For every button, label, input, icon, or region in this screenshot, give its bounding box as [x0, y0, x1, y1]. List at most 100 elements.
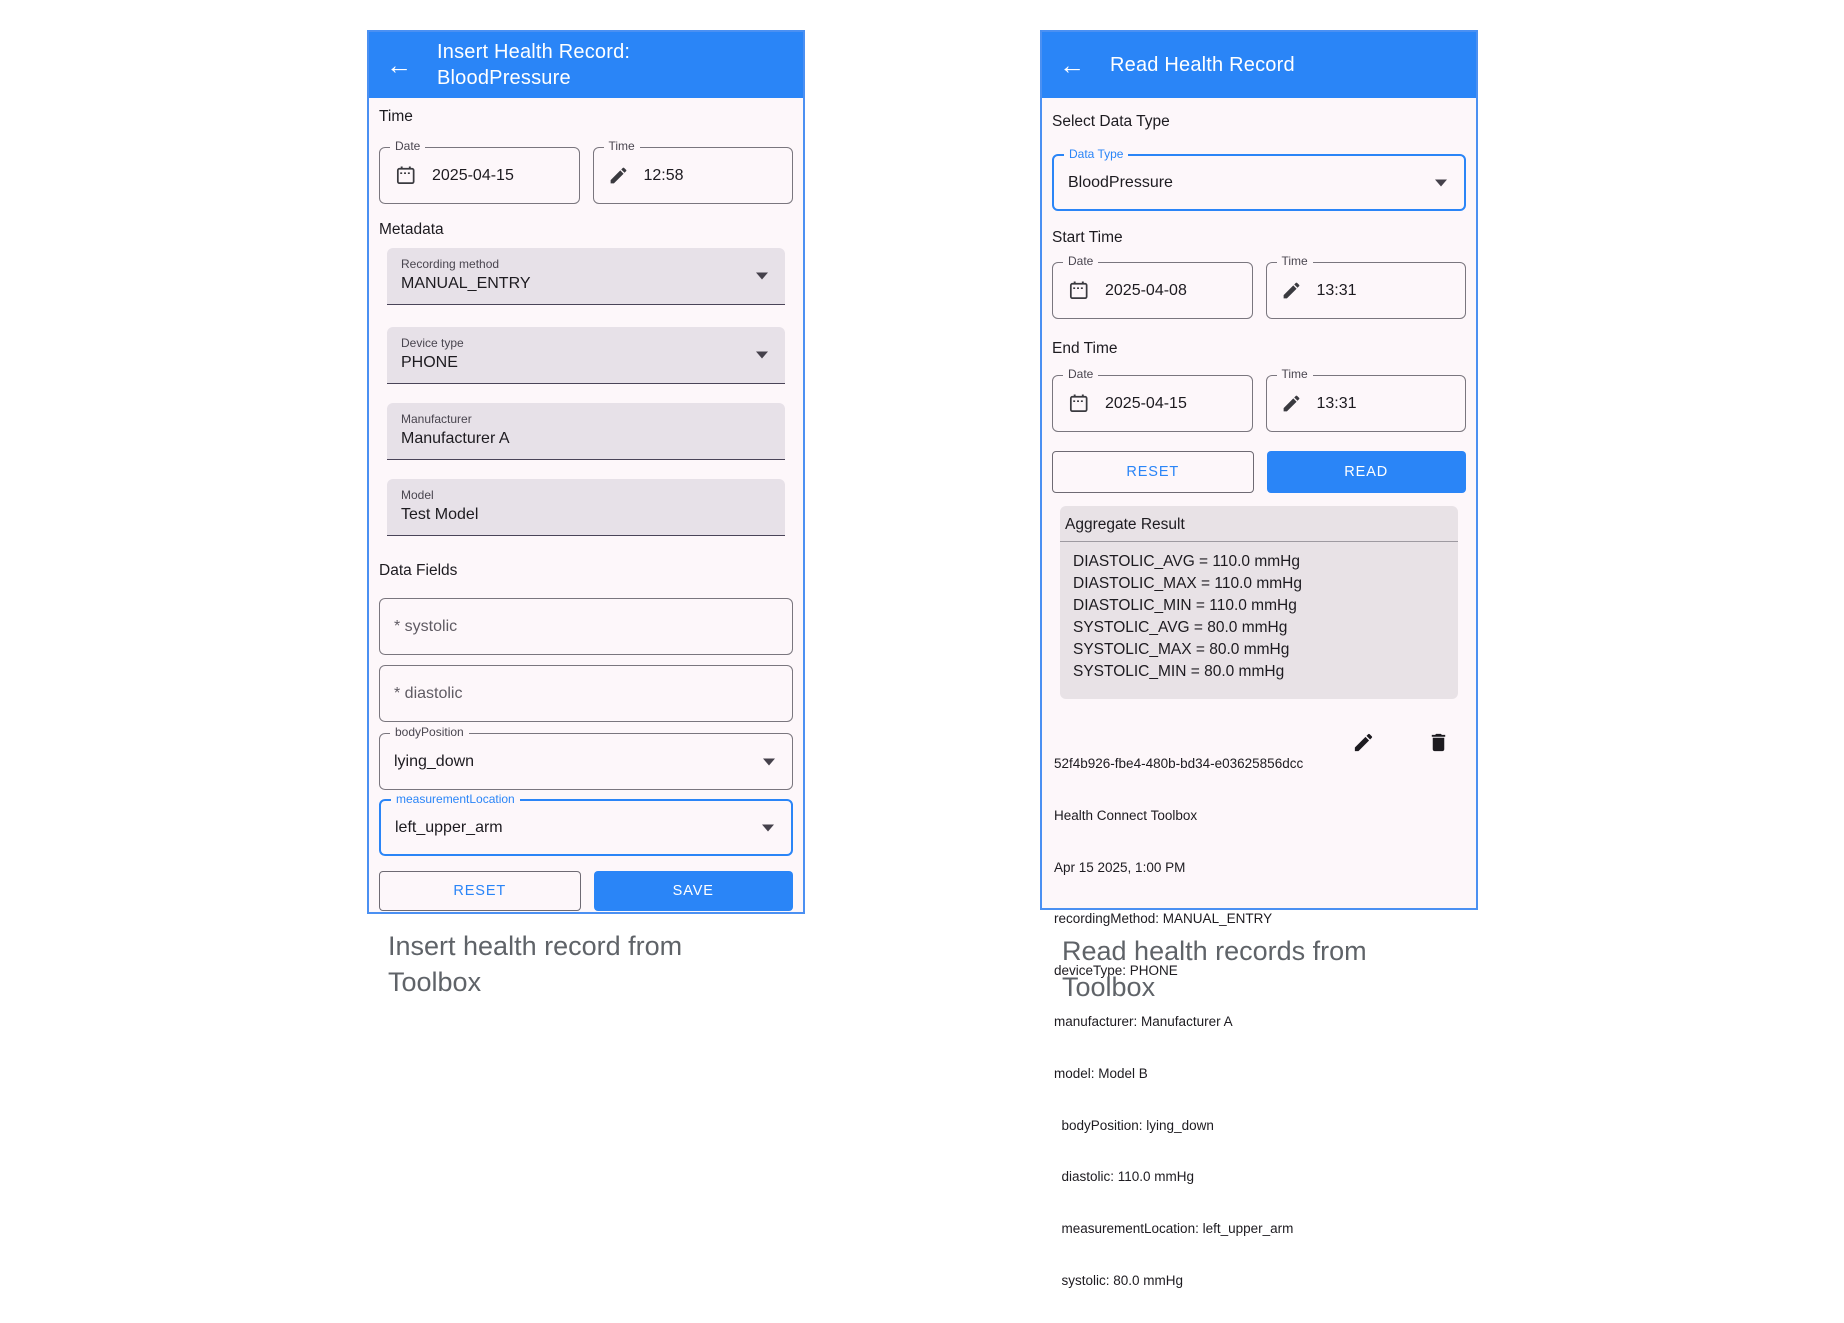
- record-diastolic: diastolic: 110.0 mmHg: [1054, 1169, 1195, 1185]
- start-time-picker-field[interactable]: Time 13:31: [1265, 254, 1466, 319]
- manufacturer-value: Manufacturer A: [401, 430, 510, 447]
- body-position-value: lying_down: [394, 752, 475, 770]
- record-device-type: deviceType: PHONE: [1054, 962, 1178, 978]
- record-measurement-location: measurementLocation: left_upper_arm: [1054, 1220, 1294, 1236]
- page-title: Insert Health Record: BloodPressure: [437, 39, 630, 91]
- end-date-picker-field[interactable]: Date 2025-04-15: [1052, 367, 1253, 432]
- insert-app-bar: ← Insert Health Record: BloodPressure: [369, 32, 803, 98]
- chevron-down-icon: [1435, 179, 1447, 186]
- chevron-down-icon: [756, 351, 768, 359]
- page-title-line1: Insert Health Record:: [437, 41, 631, 63]
- reset-button[interactable]: RESET: [379, 871, 581, 911]
- model-field[interactable]: Model Test Model: [387, 479, 785, 536]
- aggregate-line: DIASTOLIC_MAX = 110.0 mmHg: [1073, 575, 1302, 592]
- time-field-label: Time: [603, 139, 640, 153]
- page-title: Read Health Record: [1110, 54, 1295, 76]
- calendar-icon: [1067, 279, 1090, 302]
- reset-button[interactable]: RESET: [1052, 451, 1254, 493]
- insert-caption: Insert health record from Toolbox: [388, 928, 682, 1000]
- page-title-line2: BloodPressure: [437, 67, 571, 89]
- start-date-picker-field[interactable]: Date 2025-04-08: [1052, 254, 1253, 319]
- record-app: Health Connect Toolbox: [1054, 808, 1198, 824]
- calendar-icon: [394, 164, 417, 187]
- insert-health-record-screen: ← Insert Health Record: BloodPressure Ti…: [367, 30, 805, 914]
- model-value: Test Model: [401, 506, 479, 523]
- date-picker-field[interactable]: Date 2025-04-15: [379, 139, 580, 204]
- end-date-value: 2025-04-15: [1105, 394, 1187, 412]
- manufacturer-label: Manufacturer: [401, 412, 472, 426]
- pencil-icon: [608, 165, 629, 186]
- aggregate-result-card: Aggregate Result DIASTOLIC_AVG = 110.0 m…: [1060, 506, 1458, 699]
- end-time-label: Time: [1276, 367, 1313, 381]
- device-type-dropdown[interactable]: Device type PHONE: [387, 327, 785, 384]
- record-item: 52f4b926-fbe4-480b-bd34-e03625856dcc Hea…: [1054, 721, 1464, 1323]
- record-id: 52f4b926-fbe4-480b-bd34-e03625856dcc: [1054, 756, 1304, 772]
- section-heading-start-time: Start Time: [1052, 229, 1123, 246]
- read-button[interactable]: READ: [1266, 451, 1466, 493]
- start-date-value: 2025-04-08: [1105, 281, 1187, 299]
- body-position-dropdown[interactable]: bodyPosition lying_down: [379, 725, 793, 790]
- save-button[interactable]: SAVE: [593, 871, 793, 911]
- back-arrow-icon[interactable]: ←: [386, 50, 412, 80]
- record-details: 52f4b926-fbe4-480b-bd34-e03625856dcc Hea…: [1054, 721, 1352, 1323]
- start-date-label: Date: [1063, 254, 1099, 268]
- manufacturer-field[interactable]: Manufacturer Manufacturer A: [387, 403, 785, 460]
- model-label: Model: [401, 488, 434, 502]
- end-date-label: Date: [1063, 367, 1099, 381]
- aggregate-line: SYSTOLIC_AVG = 80.0 mmHg: [1073, 619, 1288, 636]
- systolic-input-field: [379, 598, 793, 655]
- time-picker-field[interactable]: Time 12:58: [592, 139, 793, 204]
- record-body-position: bodyPosition: lying_down: [1054, 1117, 1214, 1133]
- pencil-icon: [1281, 393, 1302, 414]
- calendar-icon: [1067, 392, 1090, 415]
- systolic-input[interactable]: [394, 617, 778, 636]
- record-timestamp: Apr 15 2025, 1:00 PM: [1054, 859, 1186, 875]
- date-field-label: Date: [390, 139, 426, 153]
- end-time-value: 13:31: [1316, 394, 1357, 412]
- start-time-value: 13:31: [1316, 281, 1357, 299]
- pencil-icon: [1281, 280, 1302, 301]
- aggregate-line: DIASTOLIC_AVG = 110.0 mmHg: [1073, 553, 1300, 570]
- back-arrow-icon[interactable]: ←: [1059, 50, 1085, 80]
- date-value: 2025-04-15: [432, 166, 514, 184]
- section-heading-select-data-type: Select Data Type: [1052, 113, 1170, 130]
- delete-record-icon[interactable]: [1427, 731, 1450, 754]
- record-manufacturer: manufacturer: Manufacturer A: [1054, 1014, 1233, 1030]
- section-heading-data-fields: Data Fields: [379, 562, 458, 579]
- start-time-label: Time: [1276, 254, 1313, 268]
- record-recording-method: recordingMethod: MANUAL_ENTRY: [1054, 911, 1273, 927]
- data-type-dropdown[interactable]: Data Type BloodPressure: [1052, 147, 1466, 211]
- section-heading-metadata: Metadata: [379, 221, 444, 238]
- read-caption: Read health records from Toolbox: [1062, 933, 1367, 1005]
- aggregate-line: DIASTOLIC_MIN = 110.0 mmHg: [1073, 597, 1297, 614]
- chevron-down-icon: [763, 758, 775, 765]
- insert-caption-line1: Insert health record from: [388, 931, 683, 961]
- aggregate-result-heading: Aggregate Result: [1060, 515, 1458, 542]
- measurement-location-label: measurementLocation: [391, 792, 520, 806]
- edit-record-icon[interactable]: [1352, 731, 1375, 754]
- data-type-label: Data Type: [1064, 147, 1129, 161]
- read-app-bar: ← Read Health Record: [1042, 32, 1476, 98]
- section-heading-time: Time: [379, 108, 413, 125]
- read-health-record-screen: ← Read Health Record Select Data Type Da…: [1040, 30, 1478, 1288]
- section-heading-end-time: End Time: [1052, 340, 1118, 357]
- recording-method-dropdown[interactable]: Recording method MANUAL_ENTRY: [387, 248, 785, 305]
- read-caption-line1: Read health records from: [1062, 936, 1367, 966]
- diastolic-input[interactable]: [394, 684, 778, 703]
- chevron-down-icon: [762, 824, 774, 831]
- aggregate-line: SYSTOLIC_MIN = 80.0 mmHg: [1073, 663, 1285, 680]
- read-caption-line2: Toolbox: [1062, 972, 1156, 1002]
- measurement-location-dropdown[interactable]: measurementLocation left_upper_arm: [379, 792, 793, 856]
- device-type-value: PHONE: [401, 354, 458, 371]
- measurement-location-value: left_upper_arm: [395, 818, 503, 836]
- aggregate-line: SYSTOLIC_MAX = 80.0 mmHg: [1073, 641, 1290, 658]
- device-type-label: Device type: [401, 336, 464, 350]
- body-position-label: bodyPosition: [390, 725, 469, 739]
- data-type-value: BloodPressure: [1068, 173, 1173, 191]
- insert-caption-line2: Toolbox: [388, 967, 482, 997]
- diastolic-input-field: [379, 665, 793, 722]
- recording-method-value: MANUAL_ENTRY: [401, 275, 531, 292]
- end-time-picker-field[interactable]: Time 13:31: [1265, 367, 1466, 432]
- chevron-down-icon: [756, 272, 768, 280]
- record-systolic: systolic: 80.0 mmHg: [1054, 1272, 1184, 1288]
